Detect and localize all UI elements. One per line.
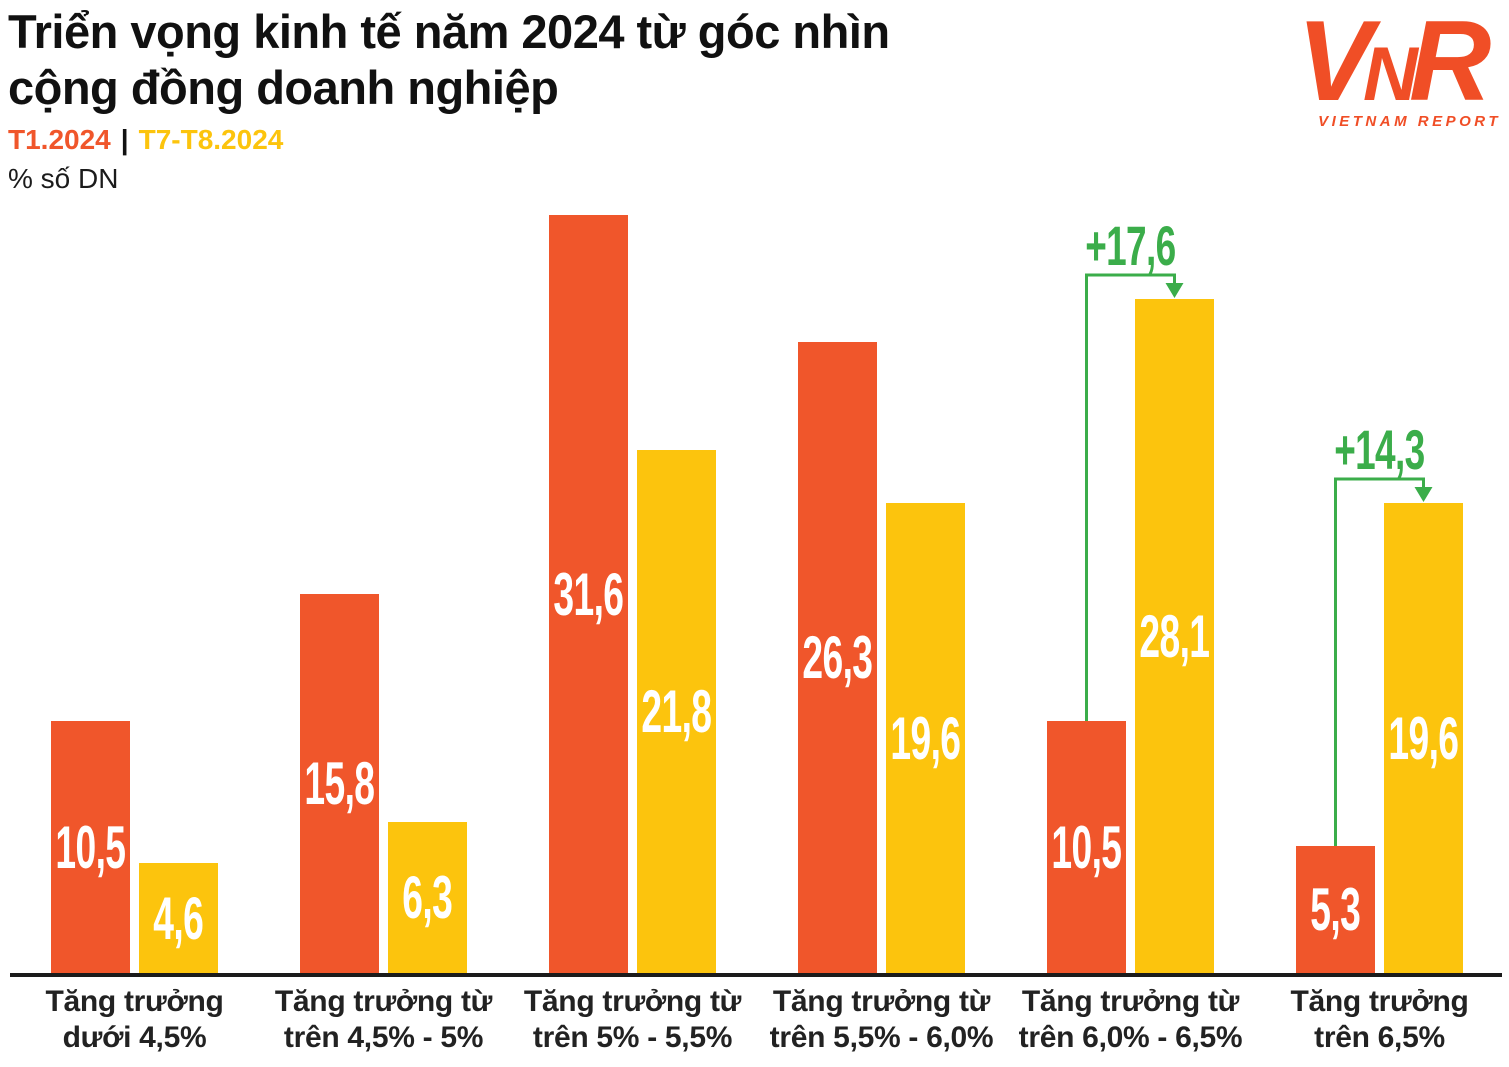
bar-value-label: 28,1: [1139, 602, 1211, 670]
bar-t7-t8-2024-group4: 19,6: [886, 503, 965, 973]
bar-t7-t8-2024-group3: 21,8: [637, 450, 716, 973]
bar-t7-t8-2024-group5: 28,1: [1135, 299, 1214, 973]
x-axis-line: [10, 973, 1502, 977]
legend-item-t1-2024: T1.2024: [8, 124, 111, 155]
bar-t1-2024-group5: 10,5: [1047, 721, 1126, 973]
bar-value-label: 4,6: [153, 884, 204, 952]
annotation-arrowhead-icon: [1414, 487, 1433, 502]
bar-value-label: 31,6: [553, 560, 625, 628]
bar-value-label: 19,6: [1388, 704, 1460, 772]
page-title-line2: cộng đồng doanh nghiệp: [8, 61, 559, 114]
svg-text:R: R: [1409, 2, 1491, 114]
bar-value-label: 6,3: [402, 864, 453, 931]
vnr-logo: V N R VIETNAM REPORT: [1283, 0, 1501, 130]
category-label-group1: Tăng trưởng dưới 4,5%: [45, 985, 224, 1054]
vnr-logo-monogram-icon: V N R: [1297, 0, 1491, 125]
annotation-delta-label: +17,6: [1085, 214, 1176, 277]
bar-value-label: 10,5: [55, 813, 127, 881]
bar-t1-2024-group4: 26,3: [798, 342, 877, 973]
bar-value-label: 26,3: [802, 624, 874, 691]
annotation-arrowhead-icon: [1165, 283, 1184, 298]
category-label-group6: Tăng trưởng trên 6,5%: [1290, 985, 1469, 1054]
legend-separator: |: [120, 124, 129, 155]
bar-value-label: 5,3: [1310, 876, 1361, 943]
legend: T1.2024 | T7-T8.2024: [8, 124, 283, 156]
bar-value-label: 15,8: [304, 750, 376, 817]
bar-value-label: 21,8: [641, 678, 713, 745]
svg-text:N: N: [1363, 32, 1420, 114]
bar-t1-2024-group2: 15,8: [300, 594, 379, 973]
bar-t1-2024-group3: 31,6: [549, 215, 628, 973]
category-label-group5: Tăng trưởng từ trên 6,0% - 6,5%: [1018, 985, 1243, 1054]
page-title: Triển vọng kinh tế năm 2024 từ góc nhìn …: [8, 4, 890, 116]
legend-item-t7-t8-2024: T7-T8.2024: [138, 124, 284, 155]
category-label-group4: Tăng trưởng từ trên 5,5% - 6,0%: [769, 985, 994, 1054]
bar-t7-t8-2024-group2: 6,3: [388, 822, 467, 973]
category-label-group2: Tăng trưởng từ trên 4,5% - 5%: [274, 985, 493, 1054]
bar-value-label: 19,6: [890, 704, 962, 772]
page-title-line1: Triển vọng kinh tế năm 2024 từ góc nhìn: [8, 5, 890, 58]
y-axis-unit-label: % số DN: [8, 163, 119, 194]
svg-text:V: V: [1297, 2, 1381, 114]
annotation-delta-label: +14,3: [1334, 418, 1425, 481]
vnr-logo-subtitle: VIETNAM REPORT: [1318, 113, 1501, 130]
bar-value-label: 10,5: [1051, 813, 1123, 881]
category-label-group3: Tăng trưởng từ trên 5% - 5,5%: [523, 985, 742, 1054]
bar-t7-t8-2024-group1: 4,6: [139, 863, 218, 973]
bar-t7-t8-2024-group6: 19,6: [1384, 503, 1463, 973]
bar-t1-2024-group6: 5,3: [1296, 846, 1375, 973]
bar-t1-2024-group1: 10,5: [51, 721, 130, 973]
